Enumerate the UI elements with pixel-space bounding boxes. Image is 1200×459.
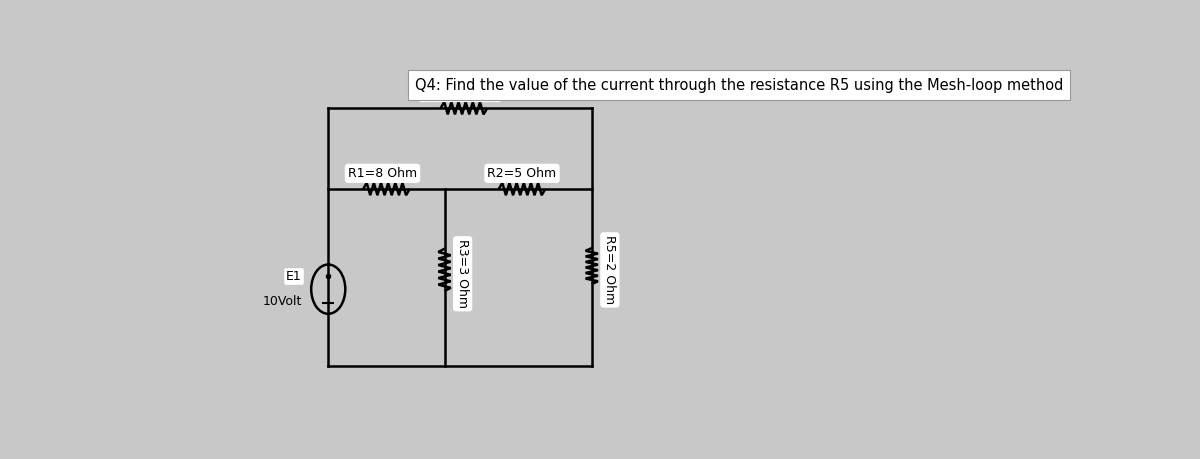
Text: R1=8 Ohm: R1=8 Ohm: [348, 167, 418, 180]
Text: R5=2 Ohm: R5=2 Ohm: [604, 235, 617, 304]
Text: R2=5 Ohm: R2=5 Ohm: [487, 167, 557, 180]
Text: E1: E1: [286, 270, 302, 283]
Text: R4=10 Ohm: R4=10 Ohm: [421, 86, 498, 99]
Text: 10Volt: 10Volt: [263, 295, 302, 308]
Text: Q4: Find the value of the current through the resistance R5 using the Mesh-loop : Q4: Find the value of the current throug…: [415, 78, 1063, 93]
Text: R3=3 Ohm: R3=3 Ohm: [456, 239, 469, 308]
